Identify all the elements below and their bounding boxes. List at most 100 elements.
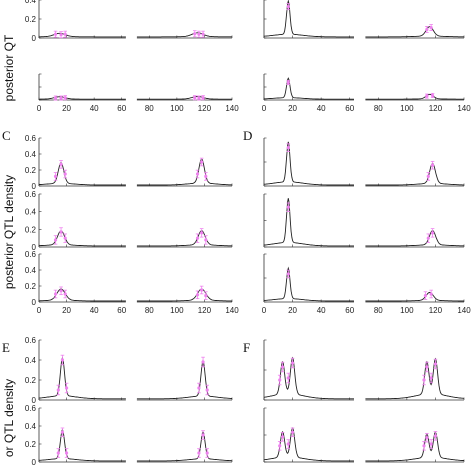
x-tick-label: 20 <box>288 306 297 315</box>
x-axis-break <box>125 398 137 402</box>
density-line <box>365 291 464 302</box>
y-tick-label: 0 <box>32 396 37 405</box>
y-tick-label: 0.2 <box>25 225 37 234</box>
density-line <box>365 230 464 247</box>
y-tick-label: 0.2 <box>25 282 37 291</box>
x-tick-label: 80 <box>374 306 383 315</box>
y-tick-label: 0 <box>32 298 37 307</box>
data-point <box>430 93 435 98</box>
data-point <box>201 32 205 36</box>
plot-panels: 0 0.2 0.4 0 20 40 60 80 100 120 140 0 20 40 60 80 100 120… <box>25 0 471 467</box>
data-point <box>197 96 201 100</box>
x-axis-break <box>354 398 366 402</box>
x-tick-label: 60 <box>117 104 126 113</box>
x-tick-label: 0 <box>37 104 42 113</box>
x-axis-break <box>354 300 366 304</box>
panel-a-2: 0 20 40 60 80 100 120 140 <box>37 73 239 113</box>
panel-letter-c: C <box>2 128 11 143</box>
density-line <box>136 230 232 247</box>
data-point <box>53 238 58 242</box>
x-tick-label: 80 <box>145 104 154 113</box>
y-tick-label: 0.4 <box>25 422 37 431</box>
x-tick-label: 0 <box>37 306 42 315</box>
density-line <box>39 230 126 247</box>
data-point <box>64 386 69 390</box>
data-point <box>200 160 204 164</box>
data-point <box>63 172 67 176</box>
panel-c-3: 0 0.2 0.4 0.6 0 20 40 60 80 100 120 140 <box>25 250 239 315</box>
density-line <box>136 430 232 462</box>
data-point <box>280 365 285 369</box>
data-point <box>290 430 295 434</box>
data-point <box>53 96 58 100</box>
y-tick-label: 0.2 <box>25 376 37 385</box>
data-point <box>425 436 429 440</box>
data-point <box>64 451 69 455</box>
data-point <box>204 238 208 242</box>
data-point <box>193 32 197 36</box>
data-point <box>425 94 429 98</box>
x-axis-break <box>125 184 137 188</box>
density-line <box>136 288 232 302</box>
x-axis-break <box>354 245 366 249</box>
y-tick-label: 0.6 <box>25 250 37 259</box>
x-tick-label: 140 <box>457 306 471 315</box>
y-tick-label: 0.4 <box>25 356 37 365</box>
panel-c-1: 0 0.2 0.4 0.6 <box>25 134 233 191</box>
panel-f-1 <box>263 339 465 402</box>
data-point <box>278 378 282 382</box>
x-tick-label: 80 <box>374 104 383 113</box>
x-tick-label: 20 <box>62 104 71 113</box>
y-tick-label: 0 <box>32 182 37 191</box>
data-point <box>280 435 285 439</box>
y-axis-label-top: posterior QT <box>2 34 16 101</box>
data-point <box>59 96 63 100</box>
density-line <box>38 428 126 462</box>
density-line <box>136 158 233 186</box>
data-point <box>286 376 290 380</box>
x-axis-break <box>125 460 137 464</box>
data-point <box>200 288 204 292</box>
x-tick-label: 40 <box>317 104 326 113</box>
data-point <box>59 162 63 166</box>
data-point <box>286 205 290 209</box>
y-axis-label-middle: posterior QTL density <box>2 175 16 289</box>
data-point <box>422 378 426 382</box>
data-point <box>201 360 205 364</box>
density-line <box>365 93 464 100</box>
data-point <box>197 451 201 455</box>
density-line <box>263 198 354 247</box>
density-line <box>39 288 126 302</box>
data-point <box>286 80 290 85</box>
density-line <box>136 95 232 100</box>
x-tick-label: 0 <box>262 306 267 315</box>
x-tick-label: 120 <box>429 306 443 315</box>
data-point <box>201 433 205 437</box>
y-tick-label: 0.2 <box>25 166 37 175</box>
y-tick-label: 0.2 <box>25 15 37 24</box>
y-tick-label: 0 <box>32 243 37 252</box>
density-line <box>136 32 232 38</box>
panel-a-1: 0 0.2 0.4 <box>25 0 233 43</box>
density-line <box>136 359 232 400</box>
data-point <box>195 172 200 176</box>
data-point <box>197 32 201 36</box>
data-point <box>425 365 429 369</box>
data-point <box>423 294 428 298</box>
data-point <box>59 33 63 37</box>
panel-b-2: 0 20 40 60 80 100 120 140 <box>262 73 471 113</box>
density-line <box>38 161 126 186</box>
x-tick-label: 60 <box>345 306 354 315</box>
x-tick-label: 60 <box>117 306 126 315</box>
density-line <box>365 26 464 38</box>
data-point <box>286 5 290 9</box>
x-tick-label: 40 <box>90 306 99 315</box>
data-point <box>56 451 60 455</box>
panel-b-1 <box>263 0 465 40</box>
data-point <box>429 292 433 296</box>
y-axis-label-bottom: or QTL density <box>2 379 16 457</box>
panel-letter-f: F <box>243 340 250 355</box>
data-point <box>201 96 205 100</box>
data-point <box>60 358 65 362</box>
data-point <box>204 294 208 298</box>
